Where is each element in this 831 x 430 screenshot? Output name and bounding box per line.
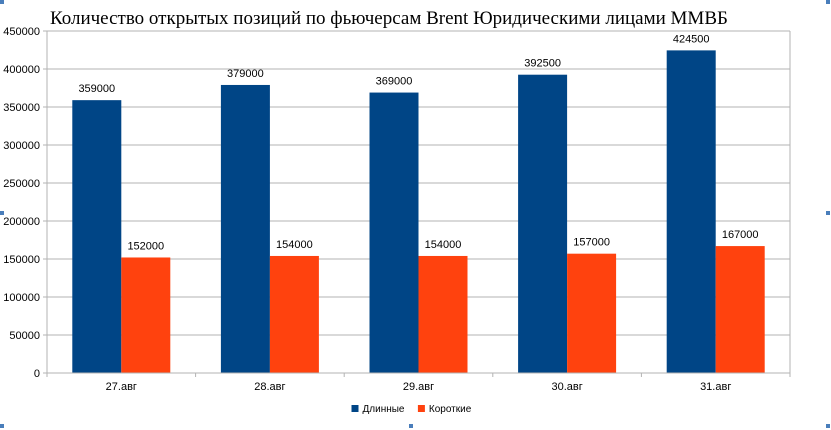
- data-label: 154000: [425, 239, 462, 251]
- data-labels: 359000 152000 379000 154000 369000 154000 3925…: [78, 33, 758, 252]
- data-label: 379000: [227, 68, 264, 80]
- bar: [518, 74, 568, 373]
- data-label: 154000: [276, 239, 313, 251]
- y-tick-label: 300000: [3, 140, 40, 152]
- y-tick-label: 350000: [3, 102, 40, 114]
- selection-handle-top-right[interactable]: [826, 0, 830, 4]
- x-tick-label: 28.авг: [254, 381, 285, 393]
- y-tick-label: 100000: [3, 292, 40, 304]
- legend: Длинные Короткие: [351, 404, 472, 415]
- x-tick-label: 27.авг: [106, 381, 137, 393]
- data-label: 359000: [78, 83, 115, 95]
- selection-handle-left[interactable]: [0, 211, 4, 215]
- legend-label: Длинные: [363, 404, 405, 415]
- bar: [72, 100, 122, 373]
- y-tick-label: 400000: [3, 64, 40, 76]
- selection-handle-right[interactable]: [826, 211, 830, 215]
- selection-handle-bottom-left[interactable]: [0, 424, 4, 428]
- y-tick-label: 250000: [3, 178, 40, 190]
- y-axis: 0 50000 100000 150000 200000 250000 300000 3500…: [3, 26, 47, 380]
- data-label: 392500: [524, 58, 561, 70]
- bars: [72, 50, 765, 374]
- data-label: 152000: [127, 240, 164, 252]
- x-axis: 27.авг 28.авг 29.авг 30.авг 31.авг: [46, 372, 791, 393]
- data-label: 369000: [376, 76, 413, 88]
- y-tick-label: 200000: [3, 216, 40, 228]
- legend-swatch: [351, 405, 359, 412]
- y-tick-label: 50000: [9, 330, 40, 342]
- bar: [269, 255, 319, 373]
- x-tick-label: 29.авг: [403, 381, 434, 393]
- data-label: 157000: [573, 237, 610, 249]
- y-tick-label: 0: [34, 368, 40, 380]
- legend-label: Короткие: [429, 404, 472, 415]
- bar: [567, 253, 617, 373]
- x-tick-label: 30.авг: [551, 381, 582, 393]
- selection-handle-bottom-right[interactable]: [826, 424, 830, 428]
- data-label: 424500: [673, 33, 710, 45]
- x-tick-label: 31.авг: [700, 381, 731, 393]
- legend-swatch: [417, 405, 425, 412]
- bar: [369, 92, 419, 373]
- bar: [715, 246, 765, 373]
- bar: [418, 255, 468, 373]
- bar: [121, 257, 171, 373]
- y-tick-label: 450000: [3, 26, 40, 38]
- bar: [220, 84, 270, 374]
- data-label: 167000: [722, 229, 759, 241]
- selection-handle-bottom[interactable]: [409, 424, 413, 428]
- chart-title: Количество открытых позиций по фьючерсам…: [50, 8, 728, 29]
- selection-handle-top-left[interactable]: [0, 0, 4, 4]
- y-tick-label: 150000: [3, 254, 40, 266]
- bar: [666, 50, 716, 373]
